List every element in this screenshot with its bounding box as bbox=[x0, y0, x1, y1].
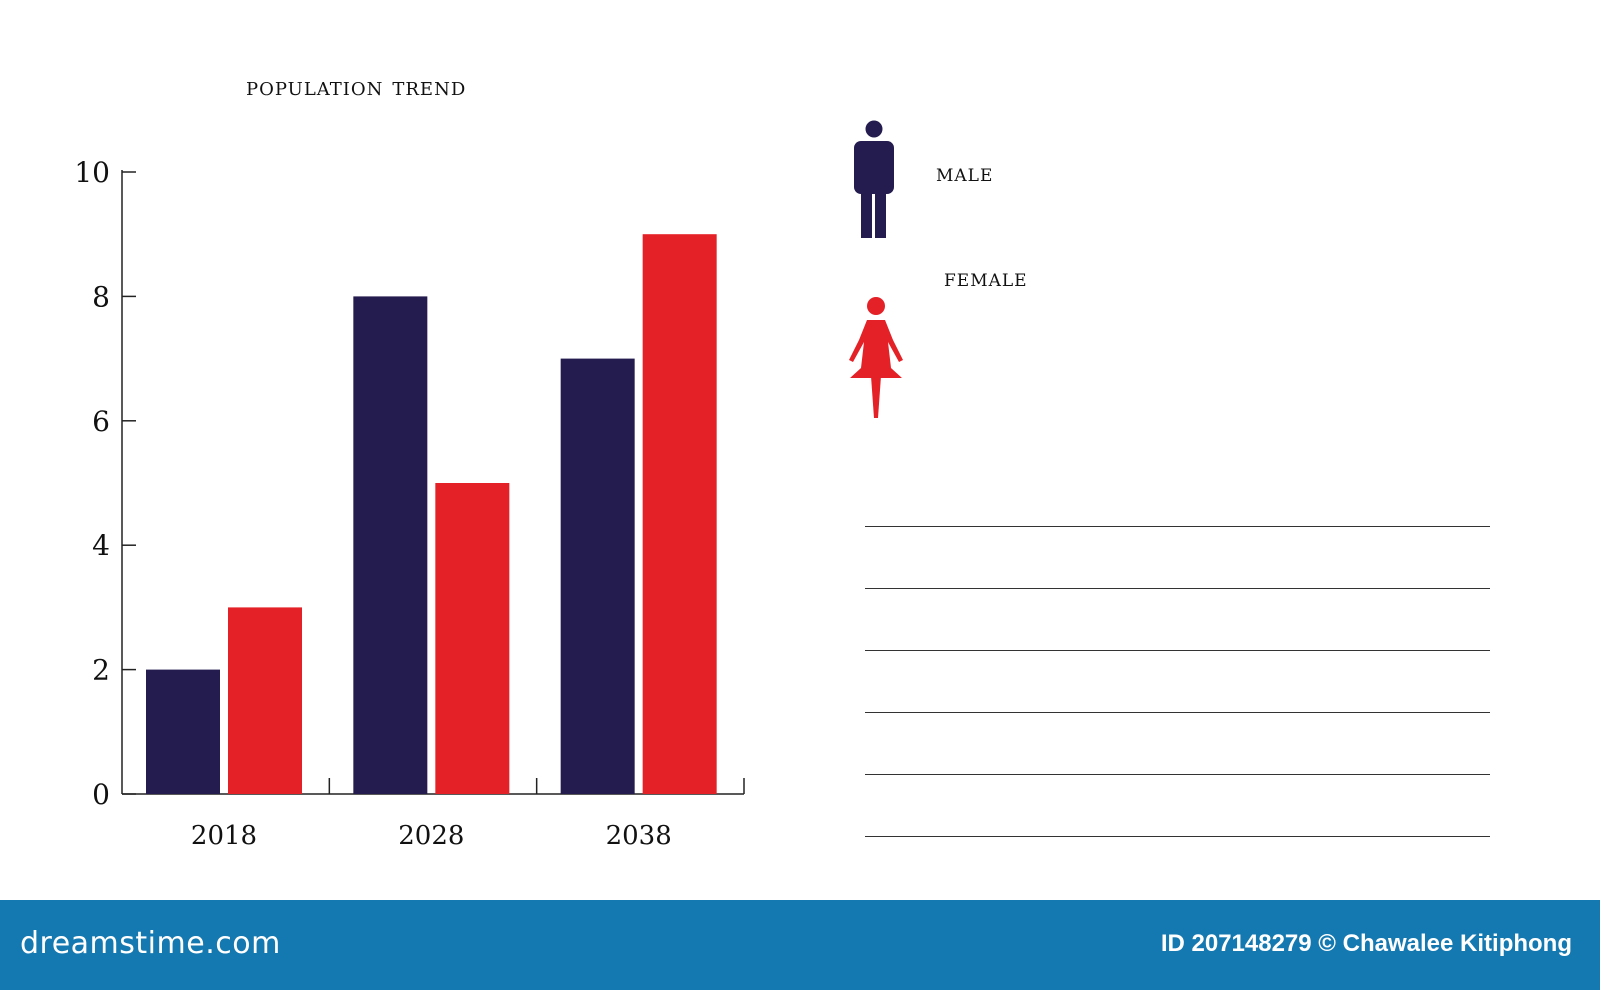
female-person-icon bbox=[849, 297, 903, 418]
legend-female-label: FEMALE bbox=[944, 264, 1028, 292]
bar-female-2018 bbox=[228, 607, 302, 794]
infographic: POPULATION TREND 0 2 4 6 8 10 2018 2028 2038 MAL… bbox=[74, 72, 1490, 898]
y-tick-label: 6 bbox=[92, 405, 110, 438]
note-line bbox=[865, 712, 1490, 713]
note-line bbox=[865, 526, 1490, 527]
footer-bar: dreamstime.com ID 207148279 © Chawalee K… bbox=[0, 900, 1600, 990]
chart-title: POPULATION TREND bbox=[246, 72, 467, 101]
legend-female: FEMALE bbox=[846, 264, 1028, 420]
bar-female-2038 bbox=[642, 234, 717, 794]
y-tick-label: 0 bbox=[92, 778, 110, 811]
bar-male-2018 bbox=[146, 669, 220, 794]
male-person-icon bbox=[854, 120, 894, 238]
x-tick-label: 2028 bbox=[398, 821, 464, 851]
bar-male-2038 bbox=[560, 358, 635, 794]
bar-male-2028 bbox=[353, 296, 428, 794]
note-line bbox=[865, 774, 1490, 775]
legend-male-label: MALE bbox=[936, 159, 994, 187]
y-tick-label: 10 bbox=[74, 156, 110, 189]
y-tick-label: 4 bbox=[92, 529, 110, 562]
y-tick-label: 2 bbox=[92, 654, 110, 687]
note-line bbox=[865, 588, 1490, 589]
x-tick-label: 2018 bbox=[191, 821, 257, 851]
footer-brand[interactable]: dreamstime.com bbox=[20, 926, 281, 961]
legend-male: MALE bbox=[852, 120, 993, 240]
y-tick-label: 8 bbox=[92, 280, 110, 313]
footer-credit: ID 207148279 © Chawalee Kitiphong bbox=[1160, 930, 1572, 957]
notes-lines bbox=[865, 526, 1490, 898]
bar-female-2028 bbox=[435, 483, 510, 794]
bar-chart: 0 2 4 6 8 10 2018 2028 2038 bbox=[74, 156, 745, 851]
note-line bbox=[865, 836, 1490, 837]
x-tick-label: 2038 bbox=[606, 821, 672, 851]
note-line bbox=[865, 650, 1490, 651]
